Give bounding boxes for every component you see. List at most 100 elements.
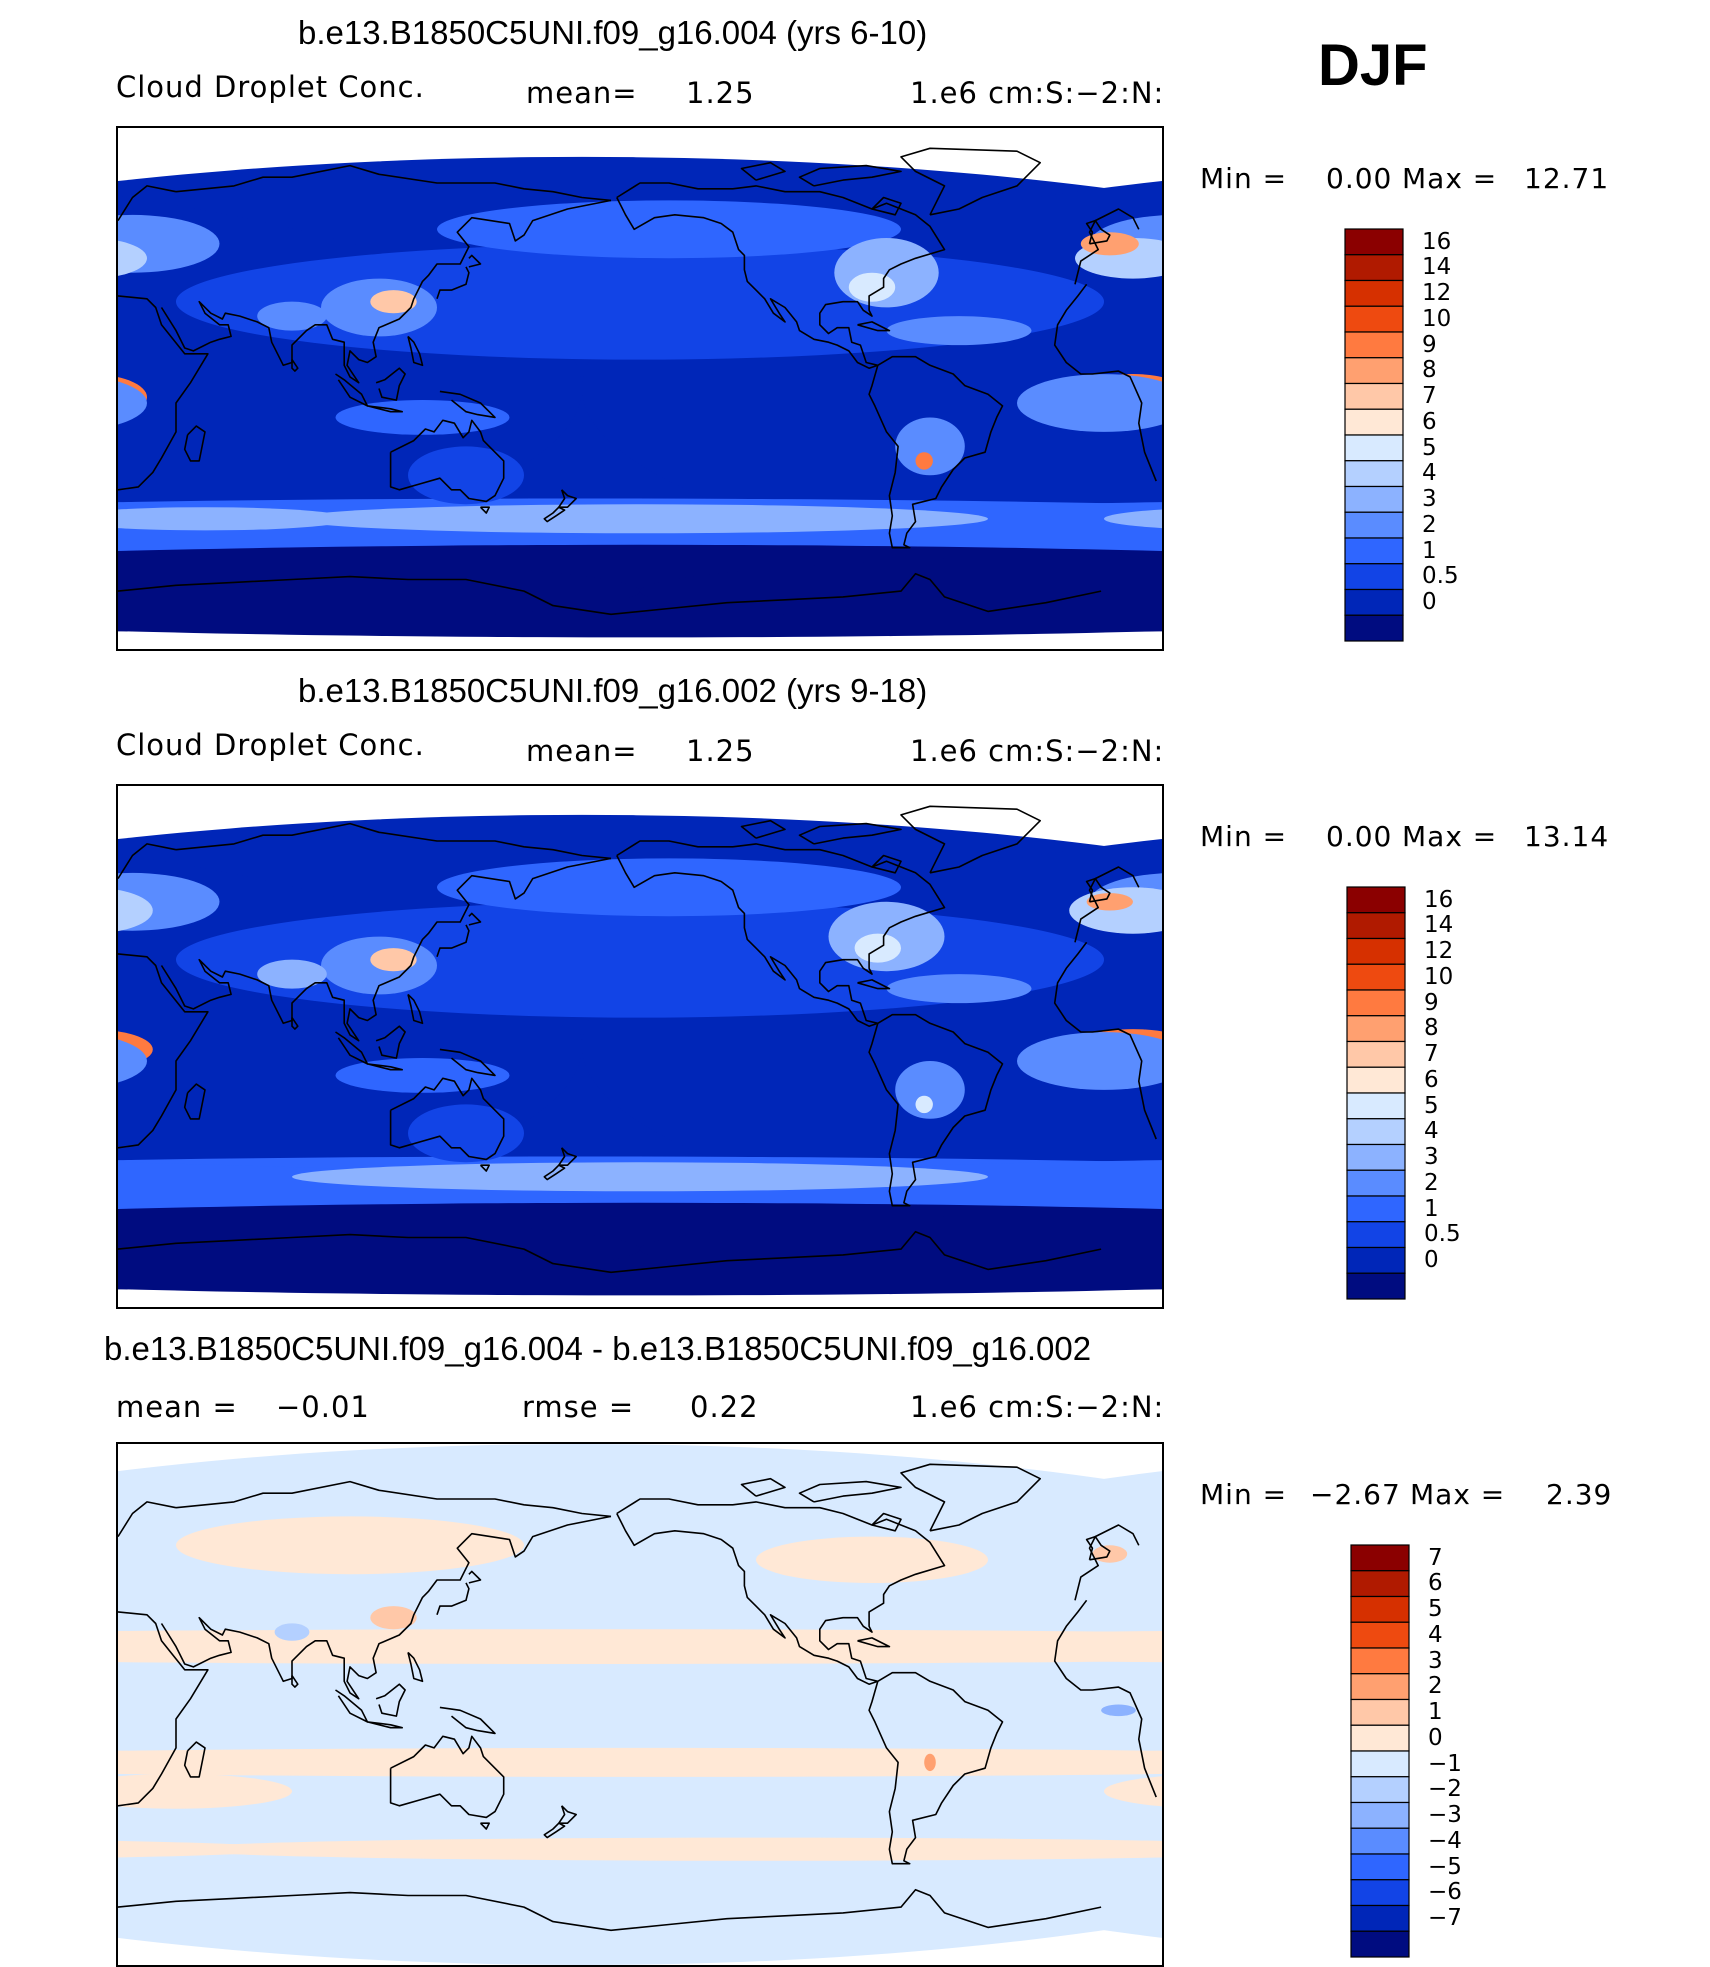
coastline [543,1164,566,1181]
coastline [616,840,946,1027]
map-field-region [118,507,350,531]
colorbar-tick-label: −2 [1428,1776,1462,1803]
colorbar-tick-label: 8 [1424,1015,1439,1042]
colorbar-swatch [1346,1143,1406,1171]
colorbar-swatch [1346,1092,1406,1120]
colorbar-swatch [1350,1879,1410,1907]
coastline [291,1675,299,1688]
map-field-region [118,1747,1162,1777]
panel-3-mean-value: −0.01 [276,1390,370,1424]
colorbar-swatch [1344,563,1404,591]
colorbar-tick-label: −1 [1428,1750,1462,1777]
coastline [436,924,470,958]
coastline [160,857,612,1042]
colorbar-tick-label: −7 [1428,1905,1462,1932]
coastline [118,283,1157,491]
colorbar-swatch [1346,1272,1406,1300]
panel-2-max-value: 13.14 [1524,820,1610,853]
coastline [439,1706,496,1735]
colorbar-swatch [1344,228,1404,256]
colorbar-swatch [1346,989,1406,1017]
map-field-region [756,1536,988,1583]
coastline [335,1031,369,1065]
colorbar-tick-label: 9 [1422,331,1437,358]
colorbar-swatch [1346,963,1406,991]
colorbar-tick-label: 4 [1422,460,1437,487]
colorbar-tick-label: 12 [1422,280,1452,307]
map-field-region [118,1773,292,1809]
colorbar-svg [1346,886,1406,1300]
colorbar-swatch [1350,1801,1410,1829]
colorbar-tick-label: −3 [1428,1802,1462,1829]
coastline [543,1822,566,1839]
colorbar-swatch [1344,434,1404,462]
colorbar-tick-label: 0 [1422,589,1437,616]
map-field-region [437,200,901,259]
coastline [479,1822,490,1830]
colorbar-swatch [1344,408,1404,436]
colorbar-tick-label: 5 [1428,1596,1443,1623]
panel-3-mean-key: mean = [116,1390,238,1424]
coastline [118,1888,1102,1932]
map-field-region [292,504,988,534]
colorbar-swatch [1350,1904,1410,1932]
panel-1-units: 1.e6 cm:S:−2:N: [910,76,1165,110]
map-field-region [370,290,417,314]
coastline [118,843,1140,943]
colorbar-swatch [1344,254,1404,282]
colorbar-tick-label: 5 [1424,1092,1439,1119]
coastline [871,1512,902,1532]
panel-1-max-value: 12.71 [1524,162,1610,195]
panel-3-max-value: 2.39 [1546,1478,1613,1511]
coastline [436,266,470,300]
colorbar-swatch [1344,511,1404,539]
map-field-region [437,858,901,917]
map-field-region [895,417,965,476]
colorbar-tick-label: 5 [1422,434,1437,461]
colorbar-swatch [1350,1698,1410,1726]
colorbar-swatch [1350,1930,1410,1958]
coastline [871,196,902,216]
panel-1-field-label: Cloud Droplet Conc. [116,70,425,104]
coastline [616,1498,946,1685]
colorbar-swatch [1350,1750,1410,1778]
colorbar-swatch [1346,1015,1406,1043]
colorbar-tick-label: −6 [1428,1879,1462,1906]
coastline [900,147,1041,216]
map-field-region [118,240,147,276]
map-field-region [1092,1545,1128,1563]
coastline [160,1515,612,1700]
coastline [407,1651,424,1683]
panel-1-map [116,126,1164,651]
colorbar-swatch [1344,279,1404,307]
coastline [367,405,403,413]
colorbar-tick-label: 8 [1422,357,1437,384]
coastline [543,506,566,523]
panel-3-rmse-key: rmse = [522,1390,635,1424]
coastline [900,1463,1041,1532]
coastline [798,822,902,845]
panel-3-colorbar: 7 6 5 4 3 2 1 0 −1 −2 −3 −4 −5 −6 −7 [1350,1544,1462,1958]
panel-2-mean-value: 1.25 [686,734,755,768]
coastline [857,321,891,332]
colorbar-tick-label: 6 [1424,1066,1439,1093]
colorbar-swatch [1344,305,1404,333]
coastline [479,506,490,514]
colorbar-swatch [1344,460,1404,488]
colorbar-swatch [1350,1853,1410,1881]
colorbar-swatch [1344,382,1404,410]
coastline [558,489,577,508]
colorbar-tick-label: 2 [1424,1169,1439,1196]
colorbar-swatch [1344,537,1404,565]
colorbar-swatch [1350,1544,1410,1572]
colorbar-tick-label: −5 [1428,1853,1462,1880]
colorbar-tick-label: 6 [1428,1570,1443,1597]
colorbar-tick-label: 7 [1422,383,1437,410]
map-field-region [176,1516,524,1575]
panel-2-mean-key: mean= [526,734,638,768]
coastline [868,1013,1004,1207]
map-field-region [582,1471,1162,1938]
map-field-region [274,1623,310,1641]
map-field-region [1080,232,1139,256]
coastline [468,1570,482,1584]
